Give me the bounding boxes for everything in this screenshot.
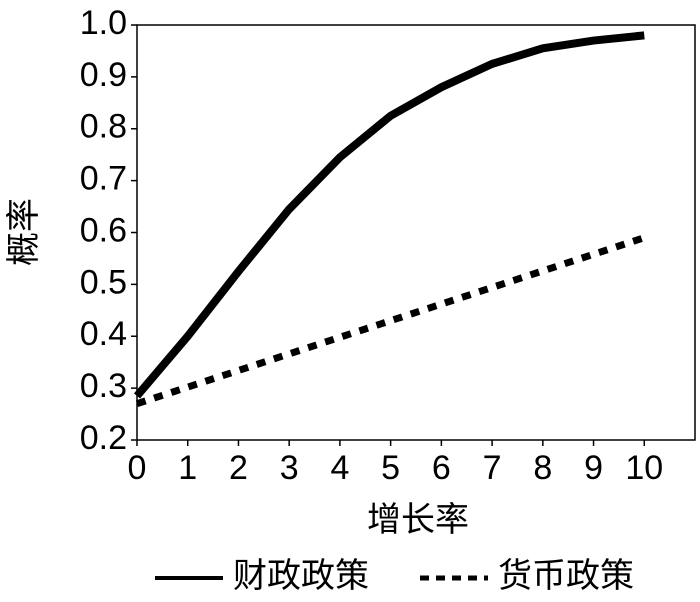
x-tick-label: 2 bbox=[229, 449, 248, 487]
legend-label: 货币政策 bbox=[498, 557, 634, 595]
y-axis-label: 概率 bbox=[5, 198, 43, 266]
x-tick-label: 4 bbox=[330, 449, 349, 487]
y-tick-label: 1.0 bbox=[80, 4, 127, 42]
x-tick-label: 9 bbox=[584, 449, 603, 487]
y-tick-label: 0.3 bbox=[80, 367, 127, 405]
x-tick-label: 1 bbox=[178, 449, 197, 487]
y-tick-label: 0.2 bbox=[80, 419, 127, 457]
x-tick-label: 8 bbox=[533, 449, 552, 487]
x-axis-label: 增长率 bbox=[367, 501, 469, 539]
x-tick-label: 6 bbox=[432, 449, 451, 487]
y-tick-label: 0.8 bbox=[80, 108, 127, 146]
y-tick-label: 0.7 bbox=[80, 160, 127, 198]
x-tick-label: 3 bbox=[280, 449, 299, 487]
y-tick-label: 0.5 bbox=[80, 263, 127, 301]
x-tick-label: 0 bbox=[128, 449, 147, 487]
series-line bbox=[135, 234, 646, 408]
plot-frame bbox=[136, 24, 696, 441]
y-tick-label: 0.4 bbox=[80, 315, 127, 353]
x-tick-label: 10 bbox=[625, 449, 663, 487]
series-line bbox=[133, 31, 645, 399]
x-tick-label: 7 bbox=[483, 449, 502, 487]
y-tick-label: 0.9 bbox=[80, 56, 127, 94]
x-tick-label: 5 bbox=[381, 449, 400, 487]
legend-label: 财政政策 bbox=[233, 557, 369, 595]
y-tick-label: 0.6 bbox=[80, 211, 127, 249]
